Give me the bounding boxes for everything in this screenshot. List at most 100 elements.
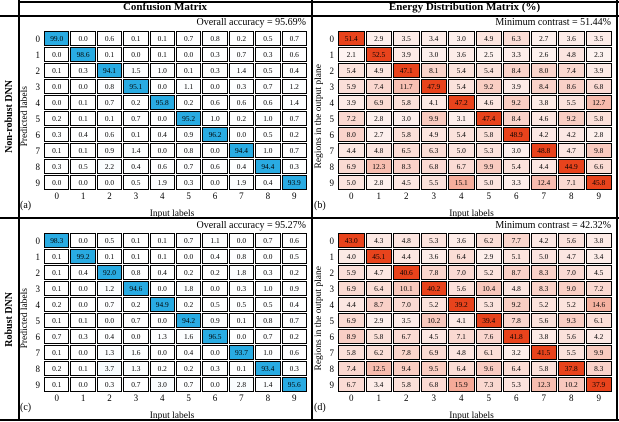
matrix-cell: 3.9 (393, 47, 420, 62)
matrix-cell-diagonal: 51.4 (338, 31, 365, 46)
panel-letter: (d) (314, 402, 326, 413)
matrix-cell: 6.4 (448, 361, 475, 376)
panel-b-nonrobust-energy: Minimum contrast = 51.44% Regions in the… (313, 17, 616, 219)
matrix-cell: 5.6 (530, 313, 557, 328)
matrix-cell: 9.9 (585, 345, 612, 360)
matrix-cell: 9.2 (503, 95, 530, 110)
matrix-cell: 3.5 (393, 31, 420, 46)
matrix-cell: 1.9 (228, 175, 255, 190)
matrix-row: 8 0.2 0.1 3.7 1.3 0.2 0.2 0.3 0.1 93.4 0.3 (32, 361, 307, 376)
matrix-cell: 9.8 (585, 143, 612, 158)
matrix-cell: 2.8 (585, 127, 612, 142)
matrix-cell: 7.1 (558, 175, 585, 190)
matrix-cell: 4.7 (558, 143, 585, 158)
panel-body: Predicted labels 0 98.3 0.0 0.5 0.1 0.1 0.7 1.1… (19, 232, 311, 405)
matrix-cell: 6.3 (503, 31, 530, 46)
matrix-cell: 3.4 (585, 249, 612, 264)
x-tick-label: 5 (186, 393, 191, 403)
matrix-cell: 12.3 (530, 377, 557, 392)
matrix-cell: 5.8 (393, 377, 420, 392)
matrix-cell: 0.7 (175, 377, 202, 392)
matrix-cell: 7.0 (558, 265, 585, 280)
matrix-row: 5 0.2 0.1 0.1 0.7 0.0 95.2 1.0 0.2 1.0 0.7 (32, 111, 307, 126)
matrix-cell: 0.1 (96, 47, 123, 62)
matrix-cell: 4.7 (365, 265, 392, 280)
matrix-cell: 0.4 (149, 265, 175, 280)
y-tick-label: 0 (35, 33, 41, 44)
y-tick-label: 0 (35, 235, 41, 246)
matrix-cell: 8.7 (503, 265, 530, 280)
matrix-cell: 0.1 (44, 63, 70, 78)
matrix-cell: 0.8 (96, 79, 123, 94)
matrix-cell: 12.3 (365, 159, 392, 174)
matrix-row: 4 4.4 8.7 7.0 5.2 39.2 5.3 9.2 5.2 5.2 14.6 (326, 297, 612, 312)
matrix-cell-diagonal: 43.0 (338, 233, 365, 248)
y-axis-label: Predicted labels (20, 86, 30, 147)
matrix-cell: 0.0 (149, 111, 175, 126)
matrix-cell: 2.8 (365, 175, 392, 190)
matrix-cell-diagonal: 93.7 (228, 345, 255, 360)
matrix-cell: 6.6 (585, 159, 612, 174)
matrix-cell: 6.2 (475, 233, 502, 248)
matrix-cell-diagonal: 47.2 (448, 95, 475, 110)
y-tick-label: 3 (329, 283, 335, 294)
energy-matrix-table: 0 43.0 4.3 4.8 5.3 3.6 6.2 7.7 4.2 5.6 3.8 1 4.0 45.1… (325, 232, 613, 405)
matrix-row: 4 3.9 6.9 5.8 4.1 47.2 4.6 9.2 3.8 5.5 12.7 (326, 95, 612, 110)
matrix-cell-diagonal: 96.5 (202, 329, 228, 344)
matrix-cell: 12.7 (585, 95, 612, 110)
overall-accuracy-annotation: Overall accuracy = 95.69% (196, 17, 306, 28)
matrix-cell: 5.9 (338, 265, 365, 280)
y-tick-label: 8 (35, 363, 41, 374)
x-tick-label: 3 (133, 393, 139, 403)
x-tick-label: 5 (486, 393, 492, 403)
matrix-cell: 5.8 (475, 127, 502, 142)
energy-matrix-title: Energy Distribution Matrix (%) (388, 1, 541, 13)
matrix-cell: 6.9 (365, 95, 392, 110)
matrix-cell: 2.3 (585, 47, 612, 62)
matrix-cell-diagonal: 94.1 (96, 63, 123, 78)
matrix-row: 9 6.7 3.4 5.8 6.8 15.9 7.3 5.3 12.3 10.2 37.9 (326, 377, 612, 392)
matrix-row: 2 5.4 4.9 47.1 8.1 5.4 5.4 8.4 8.0 7.4 3.9 (326, 63, 612, 78)
y-tick-label: 7 (35, 347, 41, 358)
x-axis-label: Input labels (149, 209, 195, 219)
matrix-cell: 7.3 (475, 377, 502, 392)
matrix-cell: 0.5 (123, 175, 149, 190)
matrix-cell: 7.4 (338, 361, 365, 376)
matrix-cell: 4.2 (530, 233, 557, 248)
matrix-cell: 0.4 (123, 159, 149, 174)
matrix-row: 5 6.9 2.9 3.5 10.2 4.1 39.4 7.8 5.6 9.3 6.1 (326, 313, 612, 328)
matrix-cell: 0.0 (44, 47, 70, 62)
matrix-cell: 14.6 (585, 297, 612, 312)
matrix-cell: 0.0 (149, 79, 175, 94)
matrix-cell-diagonal: 99.2 (70, 249, 96, 264)
matrix-cell: 0.2 (281, 127, 307, 142)
matrix-cell: 3.9 (585, 63, 612, 78)
matrix-cell: 0.7 (175, 159, 202, 174)
matrix-cell: 5.8 (585, 111, 612, 126)
matrix-cell: 0.7 (123, 377, 149, 392)
matrix-cell: 3.8 (530, 329, 557, 344)
group-label-robust-dnn: Robust DNN (3, 291, 15, 347)
matrix-cell: 4.1 (420, 95, 447, 110)
matrix-cell: 3.3 (503, 175, 530, 190)
y-tick-label: 8 (329, 161, 335, 172)
panel-body: Regions in the output plane 0 51.4 2.9 3.5 3… (313, 30, 616, 203)
matrix-cell: 0.7 (255, 329, 281, 344)
x-tick-label: 2 (107, 191, 112, 201)
matrix-cell: 0.0 (70, 233, 96, 248)
matrix-cell: 12.4 (530, 175, 557, 190)
matrix-cell: 5.4 (338, 63, 365, 78)
matrix-cell: 0.1 (149, 233, 175, 248)
matrix-cell: 1.0 (202, 111, 228, 126)
matrix-cell-diagonal: 94.6 (123, 281, 149, 296)
matrix-cell: 1.2 (281, 79, 307, 94)
matrix-cell-diagonal: 48.9 (503, 127, 530, 142)
matrix-row: 9 5.0 2.8 4.5 5.5 15.1 5.0 3.3 12.4 7.1 45.8 (326, 175, 612, 190)
matrix-cell: 0.0 (202, 143, 228, 158)
matrix-cell: 4.2 (585, 329, 612, 344)
x-tick-spacer (326, 393, 337, 404)
matrix-cell: 3.8 (530, 95, 557, 110)
matrix-cell: 0.0 (149, 143, 175, 158)
matrix-cell: 0.4 (175, 345, 202, 360)
matrix-cell: 0.4 (228, 159, 255, 174)
